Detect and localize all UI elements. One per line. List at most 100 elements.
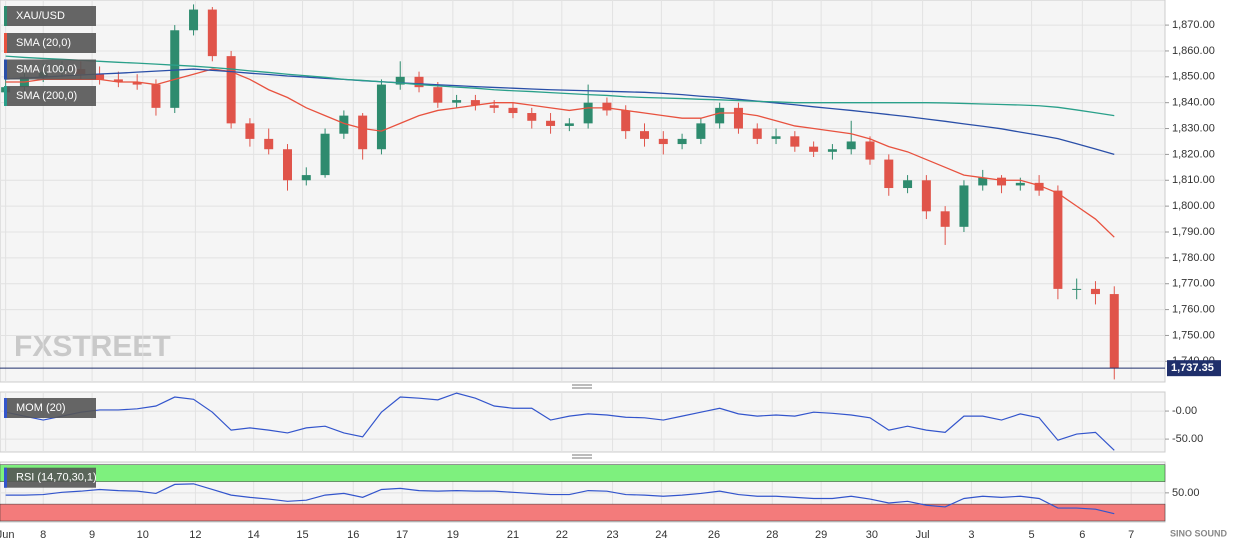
separator-grip[interactable] bbox=[572, 384, 592, 389]
candle-body bbox=[715, 107, 725, 124]
candle-body bbox=[452, 100, 462, 103]
legend-swatch bbox=[4, 33, 7, 53]
y-tick-label: 1,830.00 bbox=[1172, 122, 1215, 134]
band bbox=[0, 503, 1166, 522]
candle-body bbox=[621, 110, 631, 132]
candle-body bbox=[1034, 182, 1044, 191]
candle-body bbox=[940, 211, 950, 227]
candle-body bbox=[752, 128, 762, 139]
candle-body bbox=[677, 138, 687, 145]
candle-body bbox=[132, 81, 142, 85]
candle-body bbox=[376, 84, 386, 150]
y-tick-label: 1,770.00 bbox=[1172, 278, 1215, 290]
legend-box bbox=[4, 467, 96, 488]
x-tick-label: 17 bbox=[396, 529, 408, 541]
y-tick-label: 1,760.00 bbox=[1172, 303, 1215, 315]
x-tick-label: 14 bbox=[248, 529, 260, 541]
candle-body bbox=[170, 30, 180, 108]
y-tick-label: 1,840.00 bbox=[1172, 97, 1215, 109]
candle-body bbox=[846, 141, 856, 150]
candle-body bbox=[733, 107, 743, 129]
legend-label: XAU/USD bbox=[16, 10, 65, 22]
candle-body bbox=[226, 56, 236, 124]
x-tick-label: 23 bbox=[606, 529, 618, 541]
candle-body bbox=[583, 102, 593, 124]
x-tick-label: 5 bbox=[1029, 529, 1035, 541]
y-tick-label: 1,790.00 bbox=[1172, 226, 1215, 238]
legend-box bbox=[4, 59, 96, 80]
sma-line bbox=[5, 68, 1115, 238]
x-tick-label: 24 bbox=[655, 529, 667, 541]
candle-body bbox=[245, 123, 255, 139]
candle-body bbox=[95, 74, 105, 80]
candle-body bbox=[640, 131, 650, 139]
legend-label: SMA (20,0) bbox=[16, 37, 71, 49]
sma-line bbox=[5, 68, 1115, 156]
x-tick-label: 6 bbox=[1079, 529, 1085, 541]
candle-body bbox=[508, 107, 518, 114]
legend-swatch bbox=[4, 467, 7, 488]
logo: SINO SOUND bbox=[1170, 528, 1228, 538]
x-tick-label: 7 bbox=[1128, 529, 1134, 541]
candle-body bbox=[997, 177, 1007, 186]
main-panel bbox=[0, 0, 1166, 383]
candle-body bbox=[658, 138, 668, 145]
x-tick-label: Jul bbox=[916, 529, 930, 541]
y-tick-label: 1,750.00 bbox=[1172, 329, 1215, 341]
candle-body bbox=[564, 123, 574, 126]
candle-body bbox=[921, 180, 931, 212]
x-tick-label: 12 bbox=[189, 529, 201, 541]
y-tick-label: 1,860.00 bbox=[1172, 45, 1215, 57]
x-tick-label: 30 bbox=[866, 529, 878, 541]
x-tick-label: 19 bbox=[447, 529, 459, 541]
x-tick-label: 10 bbox=[137, 529, 149, 541]
x-tick-label: 9 bbox=[89, 529, 95, 541]
y-tick-label: 1,810.00 bbox=[1172, 174, 1215, 186]
x-tick-label: 15 bbox=[296, 529, 308, 541]
candle-body bbox=[151, 84, 161, 108]
legend-swatch bbox=[4, 59, 7, 80]
price-tag-label: 1,737.35 bbox=[1171, 362, 1214, 374]
candle-body bbox=[827, 149, 837, 152]
candle-body bbox=[771, 136, 781, 139]
price-tag bbox=[1167, 360, 1221, 377]
candle-body bbox=[207, 9, 217, 57]
candle-body bbox=[113, 79, 123, 82]
candle-body bbox=[1090, 288, 1100, 295]
candle-body bbox=[414, 76, 424, 88]
candle-body bbox=[790, 136, 800, 147]
candle-body bbox=[959, 185, 969, 227]
y-tick-label: 1,800.00 bbox=[1172, 200, 1215, 212]
y-tick-label: -50.00 bbox=[1172, 433, 1203, 445]
x-tick-label: 8 bbox=[40, 529, 46, 541]
candle-body bbox=[546, 120, 556, 126]
x-tick-label: Jun bbox=[0, 529, 15, 541]
candle-body bbox=[189, 9, 199, 31]
x-tick-label: 3 bbox=[968, 529, 974, 541]
candle-body bbox=[489, 105, 499, 108]
candle-body bbox=[884, 159, 894, 189]
candle-body bbox=[1072, 288, 1082, 290]
candle-body bbox=[865, 141, 875, 160]
candle-body bbox=[264, 138, 274, 150]
candle-body bbox=[903, 180, 913, 189]
indicator-line bbox=[5, 483, 1115, 515]
separator-grip[interactable] bbox=[572, 454, 592, 459]
candle-body bbox=[1109, 294, 1119, 369]
legend-box bbox=[4, 33, 96, 53]
y-tick-label: 1,780.00 bbox=[1172, 252, 1215, 264]
candle-body bbox=[282, 149, 292, 181]
legend-box bbox=[4, 398, 96, 418]
x-tick-label: 29 bbox=[815, 529, 827, 541]
candle-body bbox=[358, 115, 368, 150]
candle-body bbox=[395, 76, 405, 85]
x-tick-label: 21 bbox=[507, 529, 519, 541]
legend-box bbox=[4, 86, 96, 106]
y-tick-label: -0.00 bbox=[1172, 405, 1197, 417]
legend-swatch bbox=[4, 398, 7, 418]
x-tick-label: 28 bbox=[766, 529, 778, 541]
y-tick-label: 1,820.00 bbox=[1172, 148, 1215, 160]
x-tick-label: 16 bbox=[347, 529, 359, 541]
legend-label: RSI (14,70,30,1) bbox=[16, 472, 97, 484]
